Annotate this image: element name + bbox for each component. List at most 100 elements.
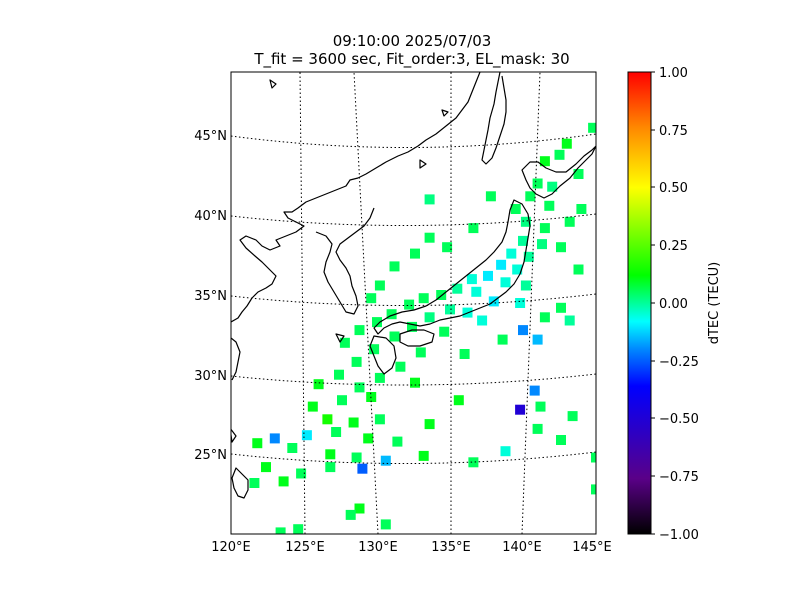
dtec-point [510,204,521,214]
dtec-point [573,169,584,179]
dtec-point [591,484,596,495]
dtec-point [410,248,420,259]
map-panel [230,71,597,535]
dtec-point [477,315,488,326]
dtec-point [386,309,397,320]
dtec-point [389,261,400,272]
dtec-point [466,274,477,285]
coastline-islands [231,79,449,443]
dtec-point [556,435,566,445]
dtec-point [515,404,526,415]
dtec-point [269,433,280,444]
dtec-point [500,446,511,457]
dtec-point [576,204,587,214]
dtec-point [445,304,455,315]
colorbar-tick-minus-0.75: −0.75 [659,470,699,485]
dtec-point [529,385,540,396]
dtec-point [485,191,496,202]
dtec-point [518,235,528,246]
dtec-point [296,468,307,479]
coastlines [231,72,596,499]
dtec-point [564,216,575,227]
dtec-point [325,462,336,473]
dtec-point [506,248,517,259]
dtec-point [556,242,566,253]
parallel-25 [230,451,597,464]
lon-tick-120: 120°E [211,540,251,555]
lat-tick-45: 45°N [194,129,227,144]
parallel-35 [230,293,597,306]
dtec-point [293,524,304,534]
coastline-shikoku [399,329,435,347]
dtec-point [547,181,558,192]
dtec-point [471,286,482,297]
dtec-point [372,317,382,328]
dtec-point [307,401,318,412]
dtec-point [415,347,426,358]
dtec-point [313,379,324,390]
parallel-45 [230,133,597,148]
dtec-point [532,423,543,434]
plot-title-line1: 09:10:00 2025/07/03 [333,32,492,50]
meridian-125 [299,71,306,535]
dtec-point [287,443,298,453]
colorbar-label: dTEC (TECU) [707,262,722,345]
coastline-kyushu [369,335,397,375]
dtec-point [404,299,415,310]
dtec-point [374,414,385,425]
dtec-point [424,232,435,243]
dtec-point [418,293,429,304]
dtec-point [374,280,385,291]
dtec-point [424,419,435,430]
parallel-30 [230,373,597,386]
dtec-point [537,239,547,250]
dtec-point [512,264,523,275]
dtec-point [520,216,531,227]
dtec-point [351,356,362,367]
dtec-point [354,325,365,336]
dtec-point [278,476,289,487]
dtec-point [591,452,596,463]
coastline-mainland [231,72,481,323]
colorbar-tick-minus-1.00: −1.00 [659,528,699,543]
coastline-taiwan [231,467,249,499]
dtec-point [345,509,356,520]
lat-tick-25: 25°N [194,448,227,463]
dtec-point [497,334,508,345]
lat-tick-labels: 25°N 30°N 35°N 40°N 45°N [194,129,227,463]
lon-tick-145: 145°E [572,540,612,555]
dtec-point [453,395,464,406]
dtec-point [275,527,286,534]
dtec-point [325,449,336,460]
lat-tick-40: 40°N [194,209,227,224]
coastline-hokkaido [521,145,596,199]
dtec-point [392,436,403,447]
colorbar-tick-0.75: 0.75 [659,124,688,139]
dtec-point [380,455,391,466]
dtec-point [357,463,368,474]
dtec-point [539,223,550,234]
colorbar-tick-0.00: 0.00 [659,297,688,312]
dtec-point [525,191,536,202]
plot-title-line2: T_fit = 3600 sec, Fit_order:3, EL_mask: … [253,50,569,69]
dtec-point [532,178,543,189]
colorbar-tick-minus-0.25: −0.25 [659,355,699,370]
colorbar-tick-0.25: 0.25 [659,239,688,254]
parallel-40 [230,213,597,226]
dtec-point [539,312,550,323]
colorbar-tick-0.50: 0.50 [659,181,688,196]
dtec-point [439,326,450,337]
dtec-point [436,290,447,300]
dtec-point [252,438,263,449]
dtec-point [351,452,362,463]
dtec-point [380,519,391,530]
lat-tick-35: 35°N [194,289,227,304]
dtec-point [468,223,479,234]
lon-tick-140: 140°E [502,540,542,555]
dtec-point [249,478,260,488]
dtec-point [395,361,406,372]
dtec-point [442,242,453,253]
dtec-point [424,312,435,323]
colorbar: 1.00 0.75 0.50 0.25 0.00 −0.25 −0.50 −0.… [627,66,722,543]
